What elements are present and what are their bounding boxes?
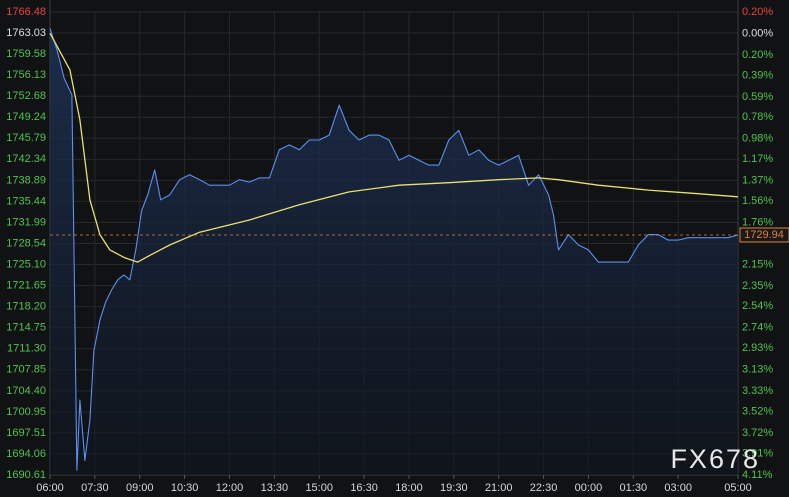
- y2-tick-label: 3.33%: [742, 385, 773, 397]
- x-tick-label: 16:30: [350, 482, 378, 494]
- y2-tick-label: 0.98%: [742, 133, 773, 145]
- x-tick-label: 06:00: [36, 482, 64, 494]
- y-tick-label: 1735.44: [6, 195, 46, 207]
- price-line: [49, 28, 739, 471]
- y-tick-label: 1697.51: [6, 427, 46, 439]
- y-tick-label: 1749.24: [6, 111, 46, 123]
- y-tick-label: 1721.65: [6, 279, 46, 291]
- y2-tick-label: 1.17%: [742, 153, 773, 165]
- y-tick-label: 1728.54: [6, 237, 46, 249]
- y-tick-label: 1745.79: [6, 132, 46, 144]
- y2-tick-label: 0.59%: [742, 91, 773, 103]
- y-tick-label: 1725.10: [6, 258, 46, 270]
- y2-tick-label: 4.11%: [742, 469, 773, 481]
- y2-tick-label: 3.52%: [742, 406, 773, 418]
- y2-tick-label: 0.00%: [742, 27, 773, 39]
- x-tick-label: 12:00: [216, 482, 244, 494]
- x-tick-label: 03:00: [664, 482, 692, 494]
- y-tick-label: 1763.03: [6, 27, 46, 39]
- last-price-tag: [739, 227, 789, 243]
- x-tick-label: 19:30: [440, 482, 468, 494]
- y-tick-label: 1711.30: [7, 343, 46, 355]
- x-tick-label: 18:00: [395, 482, 423, 494]
- y2-tick-label: 0.78%: [742, 111, 773, 123]
- x-tick-label: 01:30: [620, 482, 648, 494]
- x-tick-label: 21:00: [485, 482, 513, 494]
- y2-tick-label: 1.56%: [742, 195, 773, 207]
- x-tick-label: 15:00: [305, 482, 333, 494]
- y-tick-label: 1756.13: [6, 69, 46, 81]
- y2-tick-label: 2.15%: [742, 258, 773, 270]
- y2-tick-label: 0.39%: [742, 69, 773, 81]
- y2-tick-label: 3.13%: [742, 364, 773, 376]
- y2-tick-label: 0.20%: [742, 6, 773, 18]
- y2-tick-label: 2.35%: [742, 280, 773, 292]
- y-tick-label: 1766.48: [6, 6, 46, 18]
- y2-tick-label: 3.91%: [742, 447, 773, 459]
- x-tick-label: 13:30: [261, 482, 289, 494]
- y2-tick-label: 0.20%: [742, 49, 773, 61]
- y-tick-label: 1714.75: [6, 322, 46, 334]
- y-tick-label: 1718.20: [6, 301, 46, 313]
- y2-tick-label: 2.74%: [742, 322, 773, 334]
- x-tick-label: 07:30: [81, 482, 109, 494]
- x-tick-label: 10:30: [171, 482, 199, 494]
- x-tick-label: 22:30: [530, 482, 558, 494]
- x-tick-label: 00:00: [575, 482, 603, 494]
- x-tick-label: 05:00: [724, 482, 752, 494]
- x-tick-label: 09:00: [126, 482, 154, 494]
- y-tick-label: 1752.68: [6, 90, 46, 102]
- y2-tick-label: 3.72%: [742, 427, 773, 439]
- y2-tick-label: 1.37%: [742, 175, 773, 187]
- y-tick-label: 1759.58: [6, 48, 46, 60]
- y-tick-label: 1738.89: [6, 174, 46, 186]
- y-tick-label: 1690.61: [6, 469, 46, 481]
- y-tick-label: 1694.06: [6, 448, 46, 460]
- price-area: [50, 28, 738, 476]
- y-tick-label: 1731.99: [6, 216, 46, 228]
- y-tick-label: 1700.95: [6, 406, 46, 418]
- watermark: FX678: [670, 444, 760, 474]
- y-tick-label: 1707.85: [6, 364, 46, 376]
- y-tick-label: 1742.34: [6, 153, 46, 165]
- y2-tick-label: 2.93%: [742, 342, 773, 354]
- y2-tick-label: 2.54%: [742, 300, 773, 312]
- last-price-label: 1729.94: [744, 229, 784, 241]
- y2-tick-label: 1.76%: [742, 216, 773, 228]
- average-line: [49, 32, 739, 263]
- y-tick-label: 1704.40: [6, 385, 46, 397]
